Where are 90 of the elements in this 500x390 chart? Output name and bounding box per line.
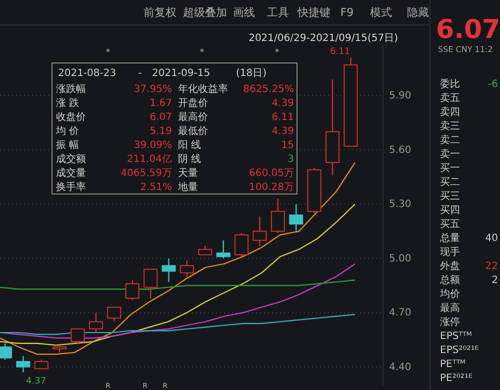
text: EPSᵀᵀᴹ xyxy=(440,331,472,342)
annotation: 8625.25% xyxy=(243,84,294,95)
annotation: 4.37 xyxy=(26,376,46,386)
annotation: (18日) xyxy=(236,68,267,79)
annotation: 2021-09-15 xyxy=(152,68,210,79)
annotation: 4065.59万 xyxy=(120,168,172,179)
annotation: 收盘价 xyxy=(56,111,86,123)
text: 画线 xyxy=(233,6,255,19)
text: 2 xyxy=(492,275,498,286)
annotation: 1.67 xyxy=(150,98,172,109)
line-series xyxy=(0,162,356,355)
annotation: 振 幅 xyxy=(56,139,80,151)
annotation: 2021-08-23 xyxy=(58,68,116,79)
text: PEᵀᵀᴹ xyxy=(440,359,466,370)
y-tick-label: 5.00 xyxy=(389,253,412,264)
text: 隐藏 xyxy=(407,6,429,19)
y-tick-label: 4.40 xyxy=(389,362,412,373)
annotation: 5.19 xyxy=(150,126,172,137)
text: 买五 xyxy=(440,219,460,230)
text: 买三 xyxy=(440,191,460,202)
text: 委比 xyxy=(440,78,460,90)
text: PE²⁰²¹ᴱ xyxy=(440,373,472,384)
annotation: 4.39 xyxy=(272,126,294,137)
annotation: 3 xyxy=(288,154,294,165)
text: 总额 xyxy=(439,274,460,286)
annotation: 100.28万 xyxy=(249,182,294,193)
text: 6.07 xyxy=(436,15,500,45)
text: 外盘 xyxy=(440,260,460,272)
y-tick-label: 4.70 xyxy=(389,308,412,319)
annotation: 6.07 xyxy=(150,112,172,123)
candlestick xyxy=(216,240,230,258)
text: 涨停 xyxy=(440,316,460,328)
y-tick-label: 5.60 xyxy=(389,144,412,156)
annotation: 阳 线 xyxy=(178,139,202,151)
y-tick-label: 5.30 xyxy=(389,199,412,210)
text: 现手 xyxy=(440,246,460,258)
text: 前复权 xyxy=(144,6,176,19)
annotation: 阴 线 xyxy=(178,153,202,165)
annotation: 15 xyxy=(281,140,294,151)
annotation: 成交额 xyxy=(56,153,86,165)
annotation: 2.51% xyxy=(140,182,172,193)
text: 快捷键 xyxy=(296,6,330,19)
text: EPS²⁰²¹ᴱ xyxy=(440,345,479,356)
annotation: * xyxy=(106,48,111,58)
annotation: * xyxy=(200,48,205,58)
y-tick-label: 5.90 xyxy=(389,90,412,102)
line-series xyxy=(0,204,356,346)
text: 卖二 xyxy=(440,134,460,146)
text: 工具 xyxy=(267,6,289,19)
candlestick xyxy=(162,258,176,282)
annotation: 211.04亿 xyxy=(127,154,172,165)
text: 卖一 xyxy=(440,148,460,160)
line-series xyxy=(0,314,356,335)
annotation: 天量 xyxy=(178,168,198,179)
annotation: 4.39 xyxy=(272,98,294,109)
text: 超级叠加 xyxy=(183,6,227,19)
text: 22 xyxy=(485,261,498,272)
text: 最高 xyxy=(440,302,460,314)
annotation: 地量 xyxy=(177,181,198,193)
text: 买四 xyxy=(440,205,460,216)
annotation: 成交量 xyxy=(56,167,86,179)
text: 卖三 xyxy=(440,120,460,132)
text: F9 xyxy=(340,6,354,19)
text: 总量 xyxy=(439,232,460,244)
annotation: 6.11 xyxy=(272,112,294,123)
annotation: 最高价 xyxy=(178,111,208,123)
annotation: 660.05万 xyxy=(249,168,294,179)
annotation: 换手率 xyxy=(56,181,86,193)
annotation: 均 价 xyxy=(55,125,80,137)
text: 40 xyxy=(485,233,498,244)
text: 买二 xyxy=(440,177,460,188)
text: 均价 xyxy=(439,288,460,300)
text: 买一 xyxy=(440,163,460,174)
annotation: 39.09% xyxy=(134,140,172,151)
text: 卖五 xyxy=(440,92,460,104)
annotation: 涨 跌 xyxy=(56,97,80,109)
annotation: 涨跌幅 xyxy=(56,83,86,95)
text: 模式 xyxy=(370,6,392,19)
annotation: 37.95% xyxy=(134,84,172,95)
annotation: * xyxy=(274,48,280,58)
text: -6 xyxy=(488,79,498,90)
annotation: 最低价 xyxy=(178,125,208,137)
annotation: 年化收益率 xyxy=(178,83,228,95)
annotation: - xyxy=(138,68,142,79)
text: SSE CNY 11:2 xyxy=(438,45,493,54)
text: 2021/06/29-2021/09/15(57日) xyxy=(248,33,398,44)
annotation: 开盘价 xyxy=(178,97,208,109)
text: 卖四 xyxy=(440,106,460,118)
annotation: 6.11 xyxy=(330,47,350,57)
line-series xyxy=(0,263,356,339)
